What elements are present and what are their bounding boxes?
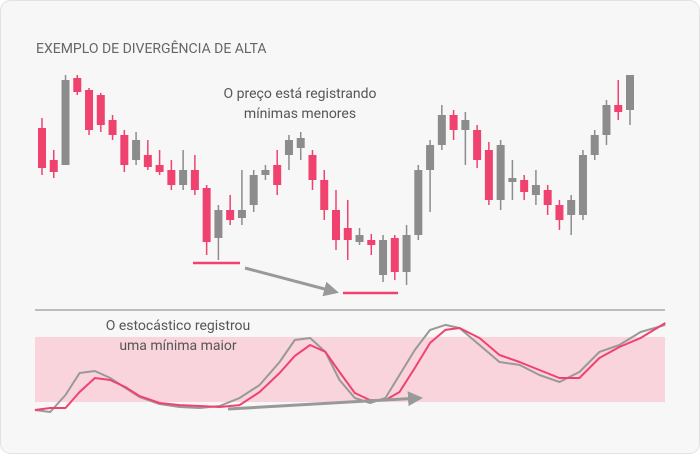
candle-body <box>155 165 164 172</box>
candle-body <box>355 235 364 242</box>
candle-body <box>190 170 199 190</box>
candle-body <box>496 145 505 200</box>
candle-body <box>390 238 399 272</box>
candle-body <box>484 150 493 200</box>
candle-body <box>120 135 129 165</box>
candle-body <box>543 190 552 205</box>
candle-body <box>508 178 517 182</box>
candle-body <box>343 228 352 240</box>
candle-body <box>167 170 176 185</box>
candle-body <box>73 78 82 92</box>
candle-body <box>296 138 305 148</box>
stochastic-line <box>34 322 666 411</box>
candle-body <box>96 95 105 125</box>
arrow <box>227 391 423 411</box>
candle-body <box>132 140 141 160</box>
candle-body <box>284 140 293 155</box>
candle-body <box>614 105 623 112</box>
candle-body <box>214 210 223 238</box>
candle-body <box>449 115 458 130</box>
candle-body <box>461 120 470 130</box>
candle-body <box>332 210 340 240</box>
candle-body <box>320 180 329 210</box>
candle-body <box>402 235 411 272</box>
candle-body <box>531 185 540 195</box>
candle-body <box>85 90 94 130</box>
annotation: uma mínima maior <box>119 338 237 354</box>
candle-body <box>567 200 576 215</box>
candle-body <box>38 128 46 168</box>
candle-body <box>555 205 564 220</box>
candle-body <box>61 80 70 165</box>
candle-body <box>437 115 446 145</box>
candle-body <box>520 180 529 192</box>
annotation: O estocástico registrou <box>106 318 251 334</box>
candle-body <box>237 210 246 218</box>
candle-body <box>626 75 634 110</box>
candle-body <box>226 210 235 220</box>
candle-body <box>578 155 587 215</box>
candle-body <box>108 120 117 135</box>
candle-body <box>49 160 58 172</box>
candle-body <box>249 175 258 205</box>
candle-body <box>379 240 388 275</box>
candle-body <box>602 105 611 135</box>
candle-body <box>308 155 317 180</box>
candle-body <box>143 155 152 167</box>
annotation: O preço está registrando <box>224 86 377 102</box>
candle-body <box>179 170 188 185</box>
candle-body <box>590 135 599 155</box>
arrow <box>244 266 339 297</box>
candle-body <box>414 170 423 235</box>
candle-body <box>273 165 282 185</box>
title: EXEMPLO DE DIVERGÊNCIA DE ALTA <box>36 39 267 57</box>
candle-body <box>473 130 482 160</box>
annotation: mínimas menores <box>244 106 356 122</box>
candle-body <box>367 240 376 245</box>
candle-body <box>202 188 211 242</box>
candle-body <box>426 145 435 170</box>
candle-body <box>261 170 270 175</box>
